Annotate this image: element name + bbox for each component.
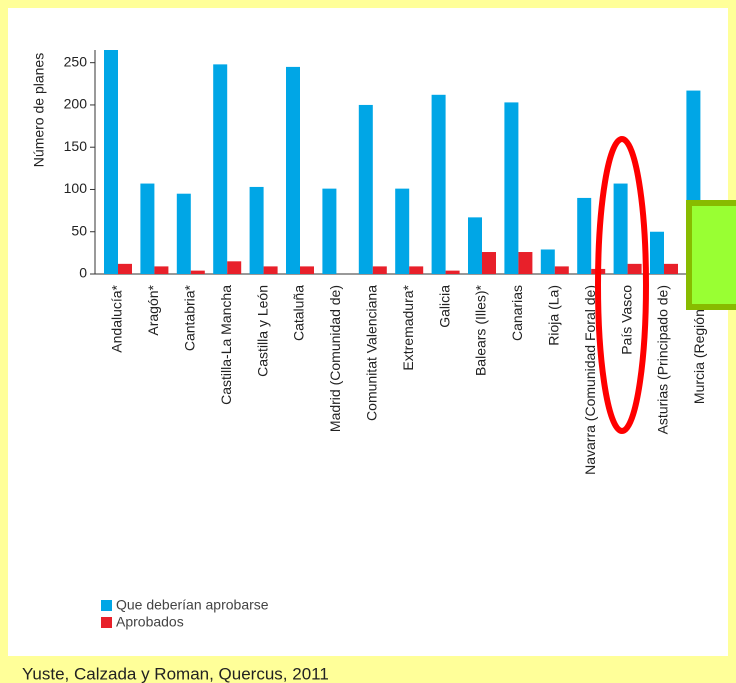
- x-tick-label: Aragón*: [145, 284, 161, 335]
- bar: [627, 263, 642, 274]
- bar: [118, 263, 132, 274]
- legend-swatch: [101, 617, 112, 628]
- x-tick-label: Cataluña: [291, 285, 307, 341]
- bar: [409, 266, 424, 274]
- bar: [104, 50, 118, 274]
- bar: [249, 186, 264, 274]
- legend-label: Aprobados: [116, 614, 184, 630]
- bar: [554, 266, 569, 274]
- y-tick-label: 200: [64, 96, 88, 112]
- x-tick-label: Madrid (Comunidad de): [327, 285, 343, 432]
- bar: [482, 252, 496, 274]
- bar: [286, 66, 300, 274]
- x-tick-label: Navarra (Comunidad Foral de): [582, 285, 598, 475]
- bar: [468, 217, 482, 274]
- cover-box: [686, 200, 736, 310]
- legend-label: Que deberían aprobarse: [116, 597, 269, 613]
- legend-swatch: [101, 600, 112, 611]
- y-tick-label: 0: [79, 265, 87, 281]
- y-axis-title: Número de planes: [31, 53, 47, 167]
- x-tick-label: Comunitat Valenciana: [364, 285, 380, 421]
- bar: [154, 266, 169, 274]
- bar: [140, 183, 155, 274]
- bar: [431, 94, 446, 274]
- bar: [540, 249, 555, 274]
- x-tick-label: País Vasco: [618, 285, 634, 355]
- caption: Yuste, Calzada y Roman, Quercus, 2011: [22, 664, 329, 683]
- plot: 0 50 100 150 200 250 Andalucía* Aragón* Cantabri…: [64, 50, 736, 630]
- x-tick-label: Rioja (La): [546, 285, 562, 346]
- x-tick-label: Cantabria*: [182, 284, 198, 351]
- highlight-ellipse: [595, 136, 649, 434]
- x-tick-label: Canarias: [509, 285, 525, 341]
- bar: [613, 183, 628, 274]
- x-tick-label: Balears (Illes)*: [473, 284, 489, 376]
- x-tick-label: Galicia: [436, 285, 452, 328]
- y-tick-label: 150: [64, 138, 88, 154]
- bar: [300, 266, 314, 274]
- x-tick-label: Andalucía*: [109, 284, 125, 352]
- bar: [176, 193, 191, 274]
- bar: [664, 263, 678, 274]
- bar: [190, 270, 205, 274]
- bar: [504, 102, 519, 274]
- y-tick-label: 100: [64, 180, 88, 196]
- bar: [445, 270, 460, 274]
- y-tick-label: 250: [64, 53, 88, 69]
- bar: [263, 266, 278, 274]
- bar: [322, 188, 337, 274]
- x-tick-label: Castilla-La Mancha: [218, 285, 234, 405]
- x-tick-label: Castilla y León: [254, 285, 270, 377]
- x-tick-label: Extremadura*: [400, 284, 416, 370]
- bar: [395, 188, 410, 274]
- bar: [227, 261, 242, 274]
- bar: [213, 64, 228, 274]
- x-tick-label: Asturias (Principado de): [655, 285, 671, 434]
- bar: [577, 197, 592, 274]
- bar: [372, 266, 387, 274]
- bar: [358, 104, 373, 275]
- y-tick-label: 50: [71, 222, 87, 238]
- bar: [518, 252, 533, 274]
- x-tick-label: Murcia (Región de): [691, 285, 707, 404]
- bar: [650, 231, 664, 274]
